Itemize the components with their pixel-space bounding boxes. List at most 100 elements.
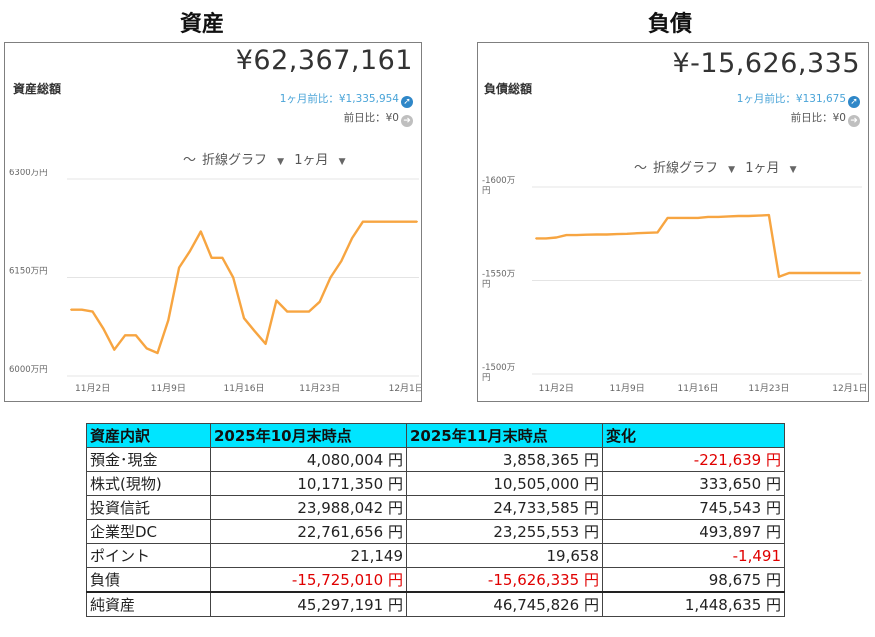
header-category: 資産内訳: [86, 423, 211, 448]
data-point: [167, 319, 170, 322]
liabilities-chart-controls: 〜折線グラフ ▼ 1ヶ月 ▼: [634, 157, 803, 176]
row-label-cell: 純資産: [86, 591, 211, 617]
row-label-cell: 企業型DC: [86, 519, 211, 544]
assets-period-dropdown[interactable]: 1ヶ月: [294, 153, 329, 168]
data-point: [264, 342, 267, 345]
row-label-cell: 預金･現金: [86, 447, 211, 472]
data-point: [405, 220, 408, 223]
data-point: [697, 216, 699, 219]
table-row: 投資信託 23,988,042 円 24,733,585 円 745,543 円: [86, 495, 785, 520]
assets-dod-change: 前日比：¥0 ➜: [344, 110, 413, 127]
november-value-cell: 23,255,553 円: [406, 519, 603, 544]
data-point: [565, 234, 568, 236]
row-label-cell: 株式(現物): [86, 471, 211, 496]
data-point: [828, 272, 831, 274]
assets-dod-text: 前日比：¥0: [343, 112, 399, 124]
change-value-cell: 333,650 円: [602, 471, 785, 496]
liabilities-line-chart: -1600万円 -1550万円 -1500万円 11月2日 11月9日 11月16日 11月…: [482, 176, 867, 394]
arrow-right-circle-icon: ➜: [401, 115, 413, 127]
november-value-cell: 24,733,585 円: [406, 495, 603, 520]
october-value-cell: 21,149: [210, 543, 407, 568]
change-value-cell: 1,448,635 円: [602, 591, 785, 617]
row-label-cell: ポイント: [86, 543, 211, 568]
october-value-cell: 10,171,350 円: [210, 471, 407, 496]
data-point: [210, 256, 213, 259]
y-tick-label: 6300万円: [9, 169, 48, 178]
data-point: [808, 272, 811, 274]
data-point: [616, 233, 618, 236]
asset-breakdown-table: 資産内訳 2025年10月末時点 2025年11月末時点 変化 預金･現金 4,0…: [86, 423, 785, 617]
assets-chart-controls: 〜折線グラフ ▼ 1ヶ月 ▼: [183, 149, 352, 168]
liabilities-chart-type-dropdown[interactable]: 折線グラフ: [653, 161, 719, 176]
liabilities-dod-text: 前日比：¥0: [790, 112, 846, 124]
data-point: [383, 220, 386, 223]
data-point: [286, 310, 289, 313]
data-point: [124, 334, 126, 337]
data-point: [134, 334, 137, 337]
data-point: [221, 256, 224, 259]
data-point: [666, 216, 669, 219]
data-point: [70, 308, 72, 311]
chevron-down-icon[interactable]: ▼: [789, 165, 797, 175]
october-value-cell: 45,297,191 円: [210, 591, 407, 617]
data-point: [595, 233, 598, 236]
row-label-cell: 負債: [86, 567, 211, 593]
liabilities-dod-change: 前日比：¥0 ➜: [791, 110, 860, 127]
x-tick-label: 12月1日: [389, 383, 421, 394]
data-point: [737, 215, 740, 217]
arrow-up-circle-icon: ➚: [848, 96, 860, 108]
x-tick-label: 11月16日: [678, 383, 719, 394]
header-october: 2025年10月末時点: [210, 423, 407, 448]
data-point: [189, 250, 191, 253]
data-point: [788, 272, 791, 274]
liabilities-card: 負債総額 ¥-15,626,335 1ヶ月前比：¥131,675 ➚ 前日比：¥0…: [477, 42, 869, 402]
november-value-cell: 10,505,000 円: [406, 471, 603, 496]
data-point: [676, 216, 679, 219]
data-point: [253, 330, 256, 333]
data-point: [798, 272, 801, 274]
data-point: [372, 220, 375, 223]
november-value-cell: -15,626,335 円: [406, 567, 603, 593]
data-point: [199, 230, 202, 233]
data-point: [318, 300, 321, 303]
chevron-down-icon[interactable]: ▼: [277, 157, 285, 167]
y-tick-label: -1600万円: [482, 176, 515, 196]
liabilities-mom-text: 1ヶ月前比：¥131,675: [736, 93, 846, 105]
data-point: [329, 276, 332, 279]
x-tick-label: 11月9日: [610, 383, 645, 394]
data-point: [340, 260, 343, 262]
header-november: 2025年11月末時点: [406, 423, 603, 448]
data-point: [113, 348, 116, 351]
table-row: 企業型DC 22,761,656 円 23,255,553 円 493,897 円: [86, 519, 785, 544]
change-value-cell: 98,675 円: [602, 567, 785, 593]
data-point: [351, 237, 354, 239]
data-point: [307, 310, 310, 313]
x-tick-label: 12月1日: [832, 383, 867, 394]
series-line: [71, 220, 417, 355]
liabilities-total-label: 負債総額: [484, 82, 533, 96]
data-point: [362, 220, 364, 223]
change-value-cell: 493,897 円: [602, 519, 785, 544]
chevron-down-icon[interactable]: ▼: [338, 157, 346, 167]
table-row: ポイント 21,149 19,658 -1,491: [86, 543, 785, 568]
chevron-down-icon[interactable]: ▼: [728, 165, 736, 175]
october-value-cell: 23,988,042 円: [210, 495, 407, 520]
liabilities-period-dropdown[interactable]: 1ヶ月: [745, 161, 780, 176]
november-value-cell: 3,858,365 円: [406, 447, 603, 472]
data-point: [626, 232, 629, 235]
data-point: [767, 214, 770, 216]
data-point: [416, 220, 418, 223]
data-point: [80, 308, 83, 311]
assets-section-title: 資産: [180, 12, 225, 37]
x-tick-label: 11月2日: [539, 383, 574, 394]
data-point: [859, 272, 861, 274]
assets-total-value: ¥62,367,161: [235, 45, 413, 76]
data-point: [545, 237, 548, 240]
change-value-cell: -221,639 円: [602, 447, 785, 472]
x-tick-label: 11月2日: [75, 383, 110, 394]
november-value-cell: 19,658: [406, 543, 603, 568]
assets-chart-type-dropdown[interactable]: 折線グラフ: [202, 153, 268, 168]
data-point: [778, 275, 780, 278]
data-point: [838, 272, 841, 274]
data-point: [232, 276, 235, 279]
